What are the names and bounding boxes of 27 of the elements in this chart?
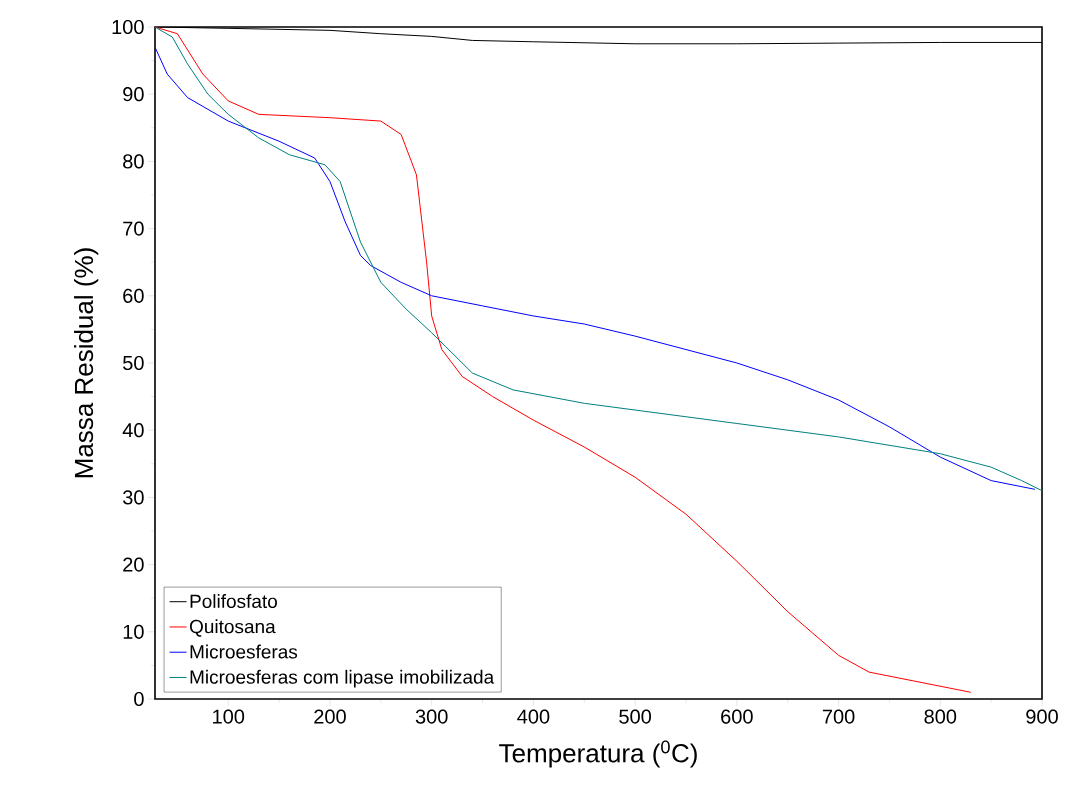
x-axis-title: Temperatura ($^{0}$C) (499, 740, 697, 768)
x-tick-label: 100 (213, 709, 245, 724)
y-tick-label: 50 (123, 355, 144, 371)
y-tick-label: 70 (123, 221, 144, 236)
y-tick-label: 100 (112, 19, 144, 35)
x-tick-label: 900 (1026, 709, 1058, 724)
y-tick-label: 80 (123, 154, 144, 169)
legend-label: Microesferas (190, 644, 298, 659)
x-tick-label: 400 (517, 709, 550, 724)
y-tick-label: 10 (123, 624, 144, 639)
x-tick-label: 700 (822, 709, 855, 724)
y-tick-label: 0 (134, 691, 144, 707)
legend-label: Quitosana (189, 619, 276, 637)
legend-label: Polifosfato (190, 594, 277, 609)
legend-label: Microesferas com lipase imobilizada (190, 669, 495, 688)
y-tick-label: 40 (122, 423, 144, 438)
y-tick-label: 30 (123, 490, 144, 505)
y-axis-title: Massa Residual (%) (74, 248, 99, 478)
x-tick-label: 600 (721, 709, 753, 724)
y-tick-label: 60 (123, 288, 144, 303)
x-tick-label: 200 (314, 709, 346, 724)
y-tick-label: 90 (123, 87, 144, 102)
x-tick-label: 500 (619, 709, 652, 724)
x-tick-label: 800 (924, 709, 957, 724)
x-tick-label: 300 (415, 709, 448, 724)
line-series (155, 26, 972, 693)
y-tick-label: 20 (123, 557, 144, 572)
